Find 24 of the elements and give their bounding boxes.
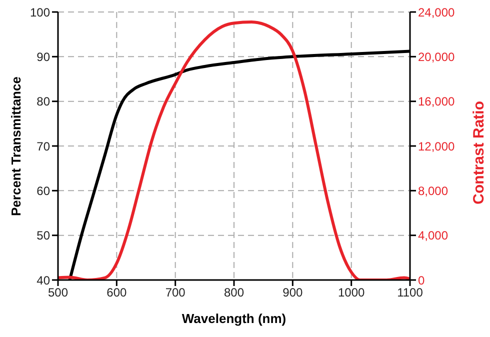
y2-tick-label: 8,000 (418, 184, 448, 198)
y2-tick-label: 4,000 (418, 228, 448, 243)
x-tick-label: 1100 (397, 286, 424, 300)
y2-tick-label: 0 (418, 273, 425, 288)
y2-axis-title: Contrast Ratio (470, 101, 488, 204)
y-tick-label: 50 (36, 228, 50, 243)
x-tick-label: 700 (165, 286, 186, 300)
x-tick-label: 600 (106, 286, 127, 300)
x-tick-label: 800 (224, 286, 244, 300)
x-tick-label: 900 (282, 286, 303, 300)
x-axis-title: Wavelength (nm) (182, 311, 286, 326)
y-tick-label: 80 (36, 94, 50, 109)
y-tick-label: 70 (36, 139, 50, 154)
y2-tick-label: 12,000 (418, 139, 456, 154)
y-tick-label: 60 (36, 184, 50, 198)
y-tick-label: 40 (36, 273, 50, 288)
x-tick-label: 1000 (338, 286, 366, 300)
x-tick-label: 500 (48, 286, 68, 300)
y2-tick-label: 24,000 (418, 5, 456, 20)
y-tick-label: 100 (30, 5, 50, 20)
y2-tick-label: 16,000 (418, 94, 456, 109)
y-tick-label: 90 (36, 50, 50, 64)
y2-tick-label: 20,000 (418, 50, 456, 64)
y-axis-title: Percent Transmittance (8, 76, 24, 216)
